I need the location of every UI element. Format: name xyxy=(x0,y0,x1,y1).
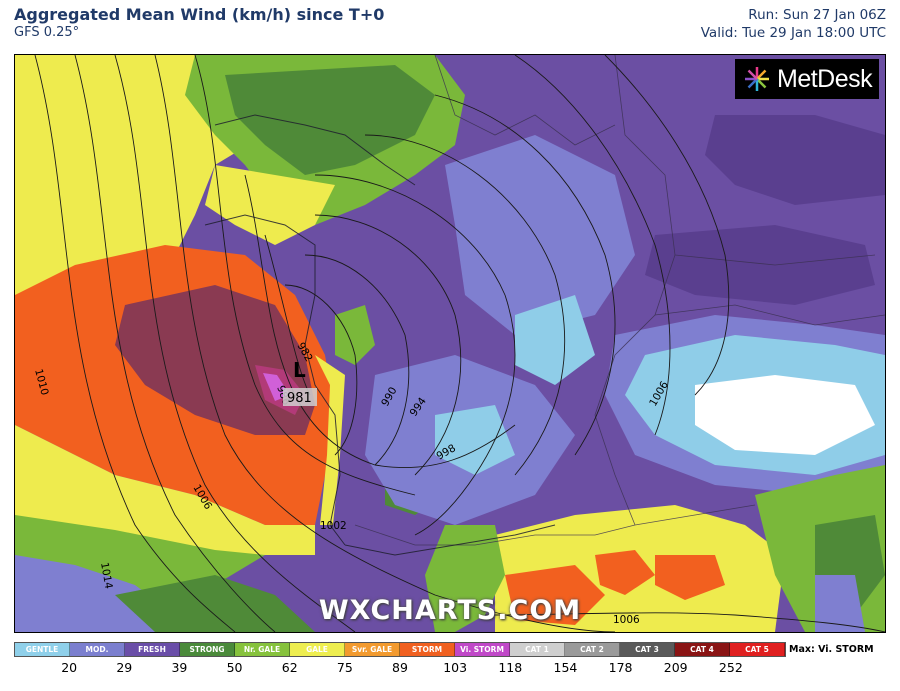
legend-tick: 154 xyxy=(553,660,578,675)
legend-tick: 29 xyxy=(116,660,133,675)
wxcharts-watermark: WXCHARTS.COM xyxy=(318,595,582,626)
legend-tick: 103 xyxy=(443,660,468,675)
legend-cell: FRESH xyxy=(125,643,180,656)
low-pressure-value: 981 xyxy=(287,391,312,406)
legend-cell: CAT 3 xyxy=(620,643,675,656)
legend-cell: CAT 5 xyxy=(730,643,785,656)
legend-tick: 20 xyxy=(61,660,78,675)
low-pressure-symbol: L xyxy=(293,358,306,382)
legend-cell: MOD. xyxy=(70,643,125,656)
legend-cell: Svr. GALE xyxy=(345,643,400,656)
run-time: Run: Sun 27 Jan 06Z xyxy=(748,7,886,23)
legend-max-label: Max: Vi. STORM xyxy=(789,644,874,655)
run-info: Run: Sun 27 Jan 06Z Valid: Tue 29 Jan 18… xyxy=(701,6,886,42)
map-canvas: 1010 1006 1002 994 998 990 986 982 1006 … xyxy=(15,55,885,632)
legend-tick: 75 xyxy=(336,660,353,675)
legend-tick: 118 xyxy=(498,660,523,675)
legend-cell: STORM xyxy=(400,643,455,656)
wind-scale-legend: GENTLE MOD. FRESH STRONG Nr. GALE GALE Svr. GA… xyxy=(14,642,786,657)
legend-cell: Nr. GALE xyxy=(235,643,290,656)
legend-ticks: 20 29 39 50 62 75 89 103 118 154 178 209 252 xyxy=(14,660,786,680)
legend-cell: Vi. STORM xyxy=(455,643,510,656)
legend-tick: 62 xyxy=(281,660,298,675)
chart-title: Aggregated Mean Wind (km/h) since T+0 xyxy=(14,5,385,24)
legend-tick: 39 xyxy=(171,660,188,675)
isobar-label: 1014 xyxy=(98,561,115,590)
legend-tick: 178 xyxy=(608,660,633,675)
legend-tick: 50 xyxy=(226,660,243,675)
legend-cell: CAT 2 xyxy=(565,643,620,656)
isobar-label: 1006 xyxy=(613,614,640,626)
legend-tick: 209 xyxy=(663,660,688,675)
legend-cell: CAT 4 xyxy=(675,643,730,656)
legend-tick: 252 xyxy=(718,660,743,675)
legend-tick: 89 xyxy=(392,660,408,675)
legend-cell: STRONG xyxy=(180,643,235,656)
legend-cell: GENTLE xyxy=(15,643,70,656)
isobar-label: 1002 xyxy=(320,520,347,532)
wind-map[interactable]: 1010 1006 1002 994 998 990 986 982 1006 … xyxy=(14,54,886,633)
legend-cell: GALE xyxy=(290,643,345,656)
legend-cell: CAT 1 xyxy=(510,643,565,656)
metdesk-logo: MetDesk xyxy=(735,59,879,99)
metdesk-starburst-icon xyxy=(745,67,769,91)
chart-header: Aggregated Mean Wind (km/h) since T+0 GF… xyxy=(14,5,384,41)
valid-time: Valid: Tue 29 Jan 18:00 UTC xyxy=(700,25,886,41)
metdesk-logo-text: MetDesk xyxy=(777,64,873,93)
model-label: GFS 0.25° xyxy=(14,25,80,40)
